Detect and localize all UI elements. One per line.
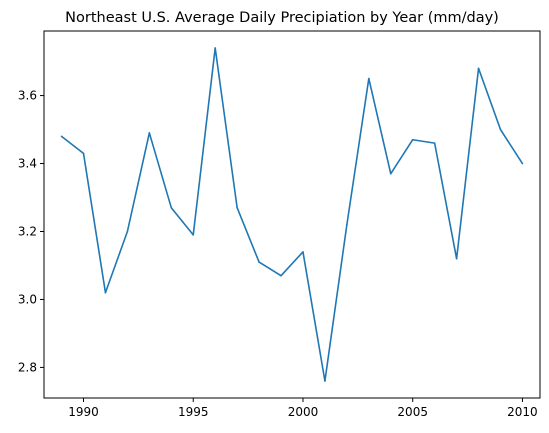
x-tick-label: 1990 [68, 405, 99, 419]
data-point [455, 257, 458, 260]
plot-border [43, 30, 541, 399]
data-point [499, 128, 502, 131]
data-point [60, 135, 63, 138]
data-point [104, 291, 107, 294]
data-point [258, 261, 260, 263]
series-layer [60, 47, 524, 382]
x-axis: 1990 1995 2000 2005 2010 [68, 398, 538, 419]
y-axis: 2.8 3.0 3.2 3.4 3.6 [18, 89, 44, 374]
data-point [148, 132, 151, 134]
data-point [324, 380, 326, 382]
x-tick-label: 1995 [178, 405, 209, 419]
data-point [302, 251, 304, 253]
data-point [214, 47, 216, 49]
x-tick-label: 2000 [288, 405, 319, 419]
data-point [236, 206, 238, 209]
data-point [477, 67, 480, 70]
plot-frame [43, 30, 541, 399]
y-tick-label: 3.0 [18, 292, 37, 306]
series-line [61, 47, 524, 382]
y-tick-label: 3.2 [18, 224, 37, 238]
y-tick-label: 3.4 [18, 157, 37, 171]
data-point [411, 138, 414, 141]
data-point [389, 172, 392, 175]
data-point [170, 206, 173, 209]
data-point [346, 223, 348, 226]
data-point [433, 142, 436, 144]
data-point [521, 162, 524, 165]
y-tick-label: 2.8 [18, 360, 37, 374]
data-point [192, 234, 195, 236]
data-point [368, 77, 370, 80]
x-tick-label: 2005 [397, 405, 428, 419]
data-point [82, 152, 85, 155]
data-point [280, 274, 282, 277]
y-tick-label: 3.6 [18, 89, 37, 103]
chart-title: Northeast U.S. Average Daily Precipiatio… [65, 10, 499, 26]
data-point [126, 230, 129, 233]
x-tick-label: 2010 [507, 405, 538, 419]
